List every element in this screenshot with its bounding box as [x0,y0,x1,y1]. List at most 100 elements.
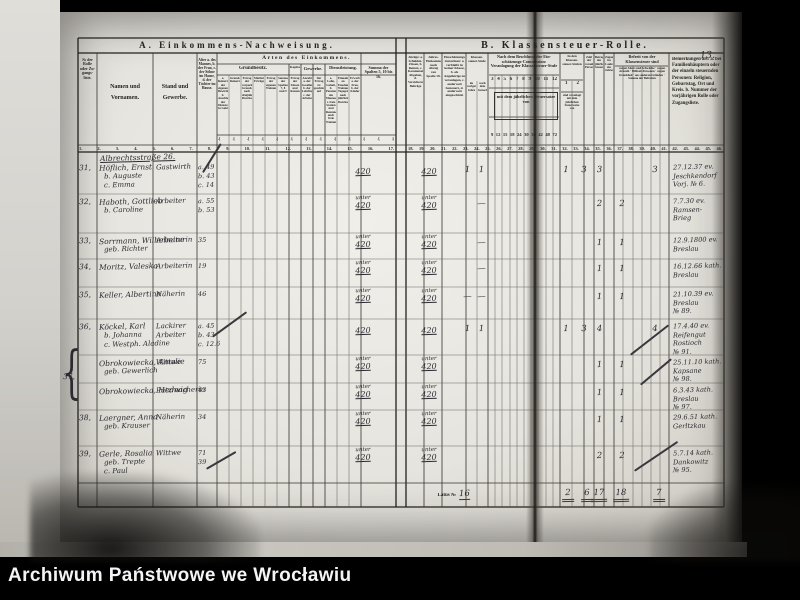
header-dienstleistung: Dienstleistung. [329,66,357,70]
row-tax-mark: 2 [596,450,603,462]
row-remark-3: № 98. [672,374,692,384]
row-tax-mark: 1 [619,387,625,399]
row-tax-mark: 1 [619,359,625,371]
row-age: 46 [197,289,207,299]
row-age-2: b. 53 [197,205,215,215]
row-tax-mark: 1 [619,291,625,303]
row-name-2: b. Caroline [103,205,144,215]
row-occupation: Wittwe [155,357,182,367]
row-tax-mark: 3 [652,164,658,176]
page-fold [526,12,544,542]
total-value: 17 [590,487,608,503]
header-c8: Miethzins-Erträge [254,77,264,84]
header-c13: Der Ertrag ist geschätzt auf [314,77,324,94]
row-tax-mark: 3 [596,164,603,176]
row-age: 71 [197,448,207,458]
row-occupation: Arbeiterin [155,235,193,245]
row-mark: — [477,237,486,249]
margin-brace: { [62,340,82,407]
row-occupation-2: Arbeiter [155,330,186,340]
row-remark-3: Brieg [672,213,692,223]
left-page-title: A. Einkommens-Nachweisung. [139,40,335,50]
header-commission-group: Nach dem Beschlusse der Ein­schätzungs-C… [490,55,558,69]
header-c10: Summa der Spalten 7, 8 und 9 [278,77,288,94]
row-name-2: b. Johanna [103,330,142,340]
row-age: 75 [197,357,207,367]
row-occupation: Wittwe [155,448,182,458]
row-occupation: Gastwirth [155,162,192,172]
latus-value: 16 [458,488,470,501]
row-income-sum: 420 [355,389,371,400]
row-occupation: Arbeiter [155,196,186,206]
row-income-sum: 420 [355,416,371,427]
header-c36: Zahl der veranlagten Personen [585,56,593,70]
row-name: Keller, Albertine [98,289,162,300]
row-number: 36, [78,321,92,332]
right-page-title: B. Klassensteuer-Rolle. [481,40,649,51]
row-remark-2: Dankowitz [672,457,709,466]
column-numbers-right: 18. 19. 20. 21. 22. 23. 24. 25. 26. 27. … [408,145,722,151]
row-income-sum: 420 [355,361,371,372]
header-in-stufen-group: In den Klassen­steuer-Stufen [562,55,582,66]
row-remark: 12.9.1800 ev. [672,235,718,245]
row-remark-2: Ramsen- [672,205,703,214]
scan-shadow-edge [712,12,742,542]
row-income-sum: 420 [355,452,371,463]
header-c12: Anzahl a. der Gesellen, b. der Lehrlinge… [302,77,312,101]
row-mark: — [477,291,486,303]
header-alter: Alter a. des Mannes, b. der Frau, c. der… [198,58,216,91]
header-rolle-nr: № der Rolle oder Zu­gangs­liste. [80,58,95,80]
header-c16: Erwerb a. der Frau, b. der Kinder [350,77,360,94]
row-remark: 29.6.51 kath. [672,412,718,422]
header-gewerbe: Gewerbe. [303,66,323,71]
row-income-sum: 420 [355,239,371,250]
tax-register-table: A. Einkommens-Nachweisung. B. Klassenste… [62,36,728,512]
row-name-2: geb. Trepte [103,457,146,467]
row-net-income: 420 [421,325,437,336]
archive-caption: Archiwum Państwowe we Wrocławiu [8,565,352,586]
header-c7: Ertrag der verpachteten Grundstücke nach… [242,77,252,101]
row-age: 43 [197,385,207,395]
row-income-sum: 420 [355,200,371,211]
header-c14: a. Lohn, Gehalt, b. Pension des Mannes, … [326,77,336,124]
row-age: 35 [197,235,207,245]
row-tax-mark: 2 [619,450,625,462]
row-tax-mark: 1 [596,359,603,371]
row-remark: 17.4.40 ev. [672,321,710,331]
row-occupation: Arbeiterin [155,261,193,271]
header-grundbesitz: Grundbesitz. [239,66,267,71]
row-occupation: Näherin [155,412,186,422]
row-remark-2: Gerltzkau [672,421,706,430]
header-c18: Abzüge: a. Schulden-Zinsen, b. Renten, c… [408,56,423,88]
row-remark-2: Breslau [672,394,699,403]
row-net-income: 420 [421,293,437,304]
row-name: Moritz, Valeska [98,261,158,272]
row-age-3: c. 14 [197,180,215,190]
row-tax-mark: 1 [563,323,569,335]
row-tax-mark: 3 [581,164,587,176]
row-net-income: 420 [421,452,437,463]
column-numbers-left: 1. 2. 3. 4. 5. 6. 7. 8. 9. 10. 11. 12. 1… [79,145,394,151]
row-name-2: b. Auguste [103,171,143,181]
row-remark-2: Kapsane [672,366,702,375]
corner-stain [30,472,260,562]
row-name-3: c. Emma [103,180,136,190]
header-befreit-group: Befreit von der Klassensteuer sind [625,55,659,64]
row-occupation: Näherin [155,289,186,299]
margin-note: 37, [62,371,76,382]
header-namen: Namen und Vornamen. [110,84,140,102]
row-age: a. 55 [197,196,215,206]
row-age-2: b. 43 [197,171,215,181]
row-net-income: 420 [421,200,437,211]
row-remark-3: № 95. [672,465,692,475]
header-c11: Ertrag der Zinsen und Renten [290,77,300,94]
header-c20: Einschätzungs-Gutachten: a. verbleibt in… [444,56,465,98]
row-mark: — [477,263,486,275]
row-remark: 27.12.37 ev. [672,162,714,172]
row-remark-2: Breslau [672,298,699,307]
header-c6: Grundsteuer-Reinertrag [230,77,240,84]
row-age: 19 [197,261,207,271]
header-stand: Stand und Gewerbe. [161,84,189,102]
header-c5: a. Reinertrag der eigenen Bewirthschaftu… [218,77,228,111]
row-income-sum: 420 [355,265,371,276]
